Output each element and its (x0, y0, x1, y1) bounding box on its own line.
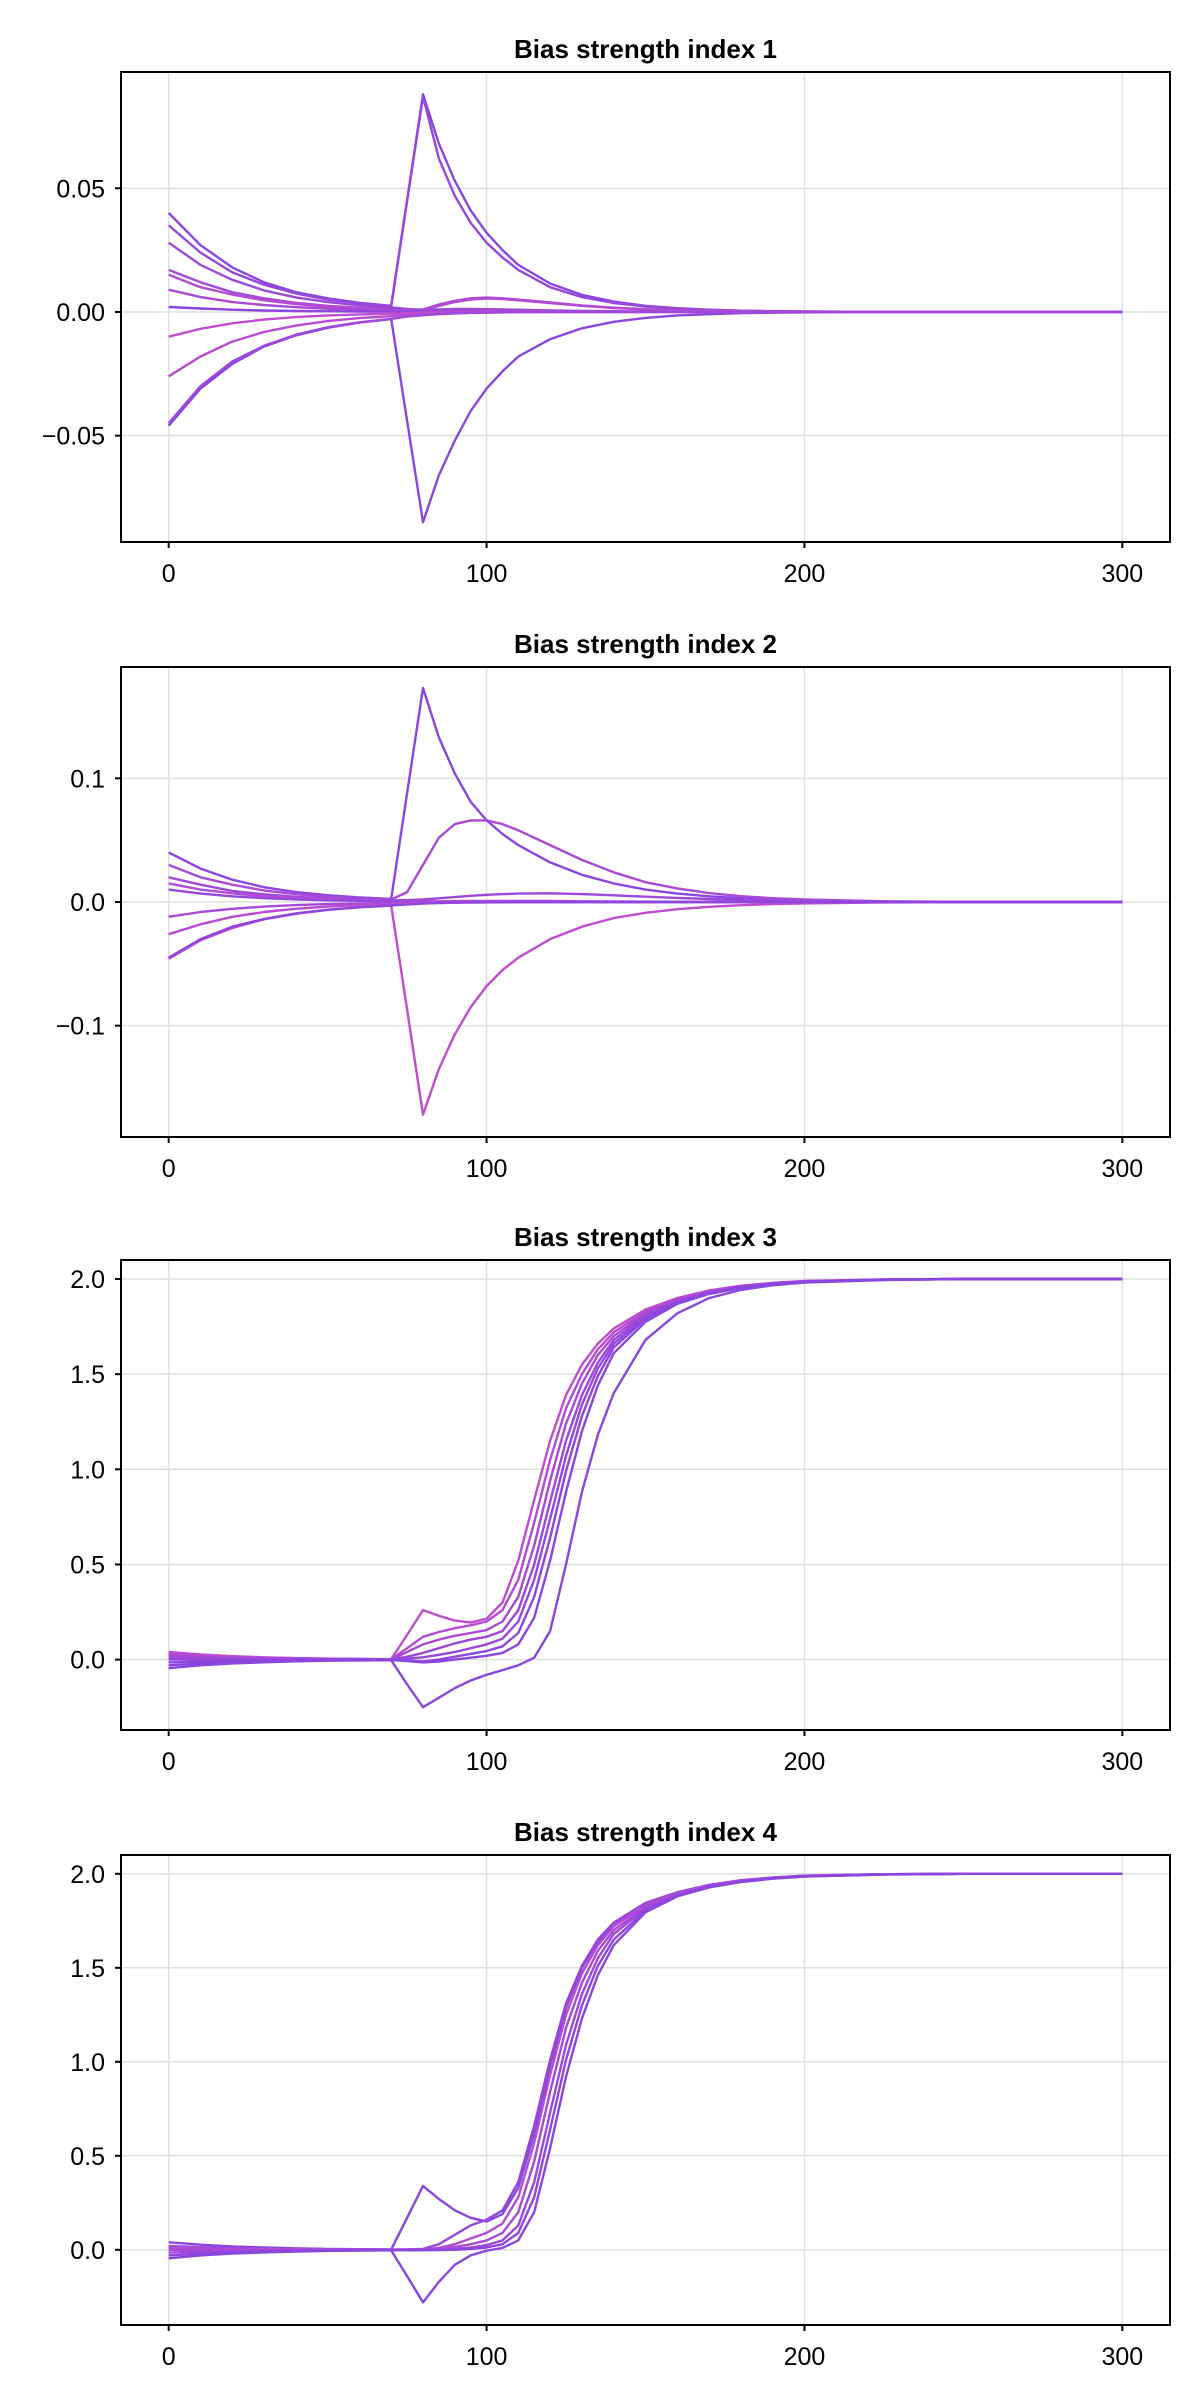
series-line-6 (168, 1872, 1123, 2257)
y-tick-label: 1.0 (70, 1456, 105, 1484)
x-tick-label: 300 (1101, 1155, 1143, 1183)
series-line-2 (168, 819, 1123, 904)
plot-frame (120, 1259, 1171, 1731)
y-tick-label: 0.0 (70, 2237, 105, 2265)
series-line-1 (168, 686, 1123, 904)
plot-frame (120, 71, 1171, 543)
chart-title: Bias strength index 2 (514, 629, 777, 659)
x-tick-label: 0 (162, 560, 176, 588)
series-group (167, 93, 1123, 524)
series-line-7 (168, 900, 1123, 918)
y-tick-label: 0.5 (70, 2143, 105, 2171)
series-line-2 (167, 95, 1123, 314)
chart-title: Bias strength index 3 (514, 1222, 777, 1252)
plot-frame (120, 1854, 1171, 2326)
series-line-6 (168, 1277, 1123, 1664)
y-tick-label: 2.0 (70, 1266, 105, 1294)
chart-title: Bias strength index 4 (514, 1817, 777, 1847)
series-line-10 (168, 310, 1123, 378)
series-line-6 (168, 241, 1123, 314)
series-line-5 (168, 1872, 1123, 2254)
chart-panel-4: Bias strength index 4 0 100 200 300 0.0 0.5 1.0… (70, 1817, 1171, 2371)
y-tick-label: −0.05 (42, 423, 105, 451)
y-tick-label: 2.0 (70, 1861, 105, 1889)
chart-title: Bias strength index 1 (514, 34, 777, 64)
y-tick-label: 0.1 (70, 765, 105, 793)
x-tick-label: 100 (466, 560, 508, 588)
series-line-7 (168, 1872, 1123, 2304)
y-tick-label: 0.0 (70, 1647, 105, 1675)
x-tick-label: 200 (784, 2343, 826, 2371)
x-tick-label: 200 (784, 560, 826, 588)
y-tick-label: 1.0 (70, 2049, 105, 2077)
x-tick-label: 200 (784, 1748, 826, 1776)
x-tick-label: 300 (1101, 1748, 1143, 1776)
series-line-8 (168, 900, 1123, 936)
x-tick-label: 0 (162, 1155, 176, 1183)
chart-panel-1: Bias strength index 1 0 100 200 300 −0.05 0.00… (42, 34, 1171, 588)
x-tick-label: 300 (1101, 560, 1143, 588)
series-line-1 (167, 93, 1123, 314)
series-line-9 (168, 900, 1123, 959)
x-tick-label: 200 (784, 1155, 826, 1183)
series-group (168, 1277, 1123, 1709)
series-line-8 (168, 1277, 1123, 1709)
series-line-11 (167, 310, 1123, 425)
x-tick-label: 0 (162, 2343, 176, 2371)
x-tick-label: 300 (1101, 2343, 1143, 2371)
series-group (168, 686, 1123, 1116)
y-tick-label: 0.05 (56, 175, 105, 203)
y-tick-label: 0.00 (56, 299, 105, 327)
y-tick-label: −0.1 (56, 1013, 105, 1041)
series-line-7 (168, 1277, 1123, 1667)
series-line-3 (167, 310, 1123, 524)
x-tick-label: 100 (466, 1155, 508, 1183)
chart-panel-3: Bias strength index 3 0 100 200 300 0.0 0.5 1.0… (70, 1222, 1171, 1776)
x-tick-label: 100 (466, 2343, 508, 2371)
chart-panel-2: Bias strength index 2 0 100 200 300 −0.1 0.0 0.… (56, 629, 1171, 1183)
y-tick-label: 1.5 (70, 1361, 105, 1389)
series-group (168, 1872, 1123, 2304)
x-tick-label: 0 (162, 1748, 176, 1776)
x-tick-label: 100 (466, 1748, 508, 1776)
y-tick-label: 1.5 (70, 1955, 105, 1983)
y-tick-label: 0.5 (70, 1551, 105, 1579)
series-line-3 (168, 900, 1123, 1116)
y-tick-label: 0.0 (70, 889, 105, 917)
